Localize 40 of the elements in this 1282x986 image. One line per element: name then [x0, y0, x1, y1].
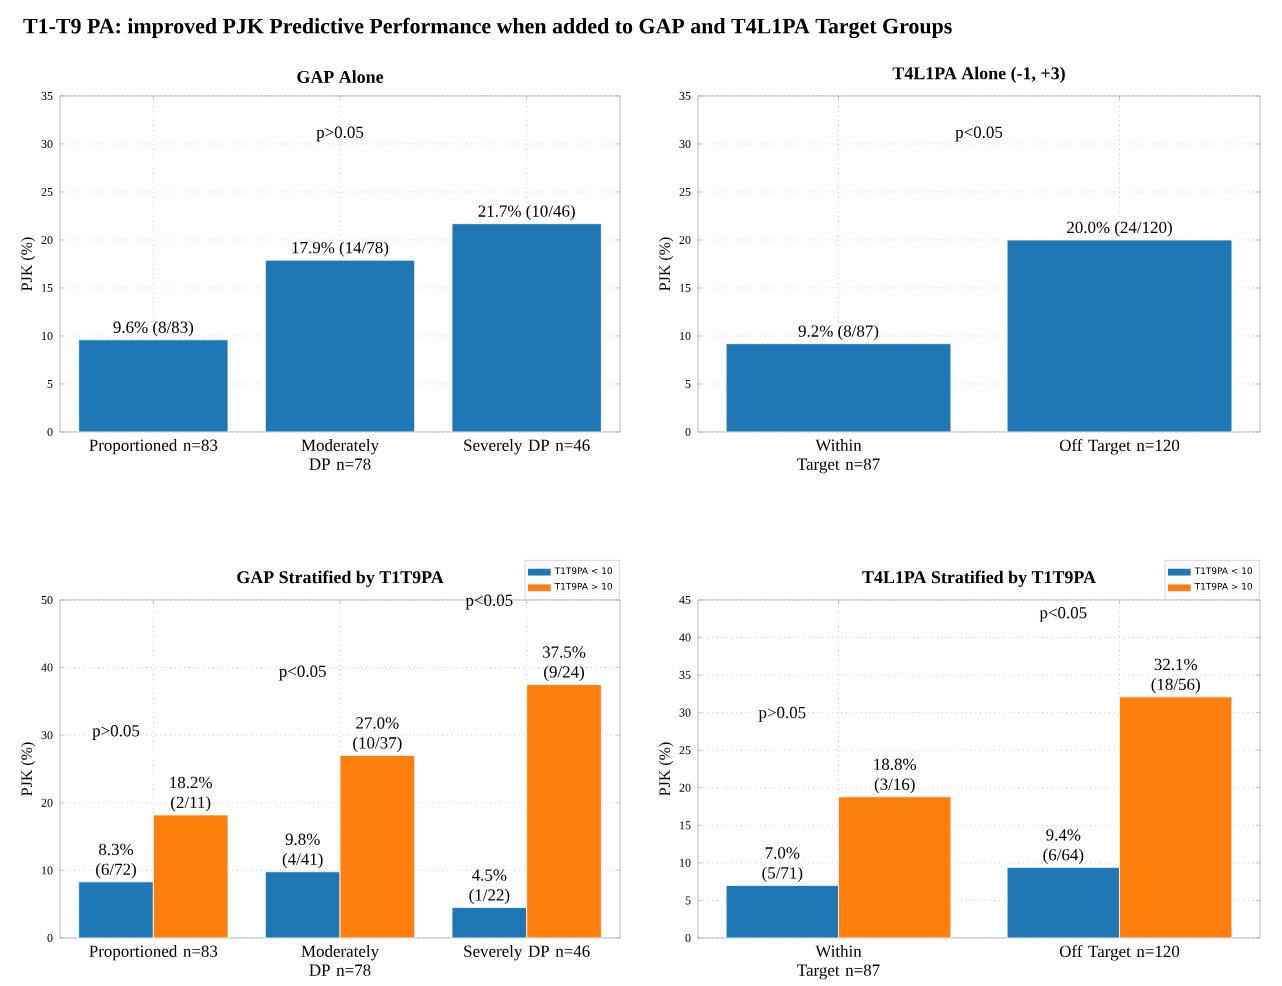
data-label: 9.8% (4/41): [282, 833, 323, 869]
bar: [78, 339, 229, 433]
data-label: 4.5% (1/22): [469, 869, 510, 905]
data-label: 9.2% (8/87): [798, 324, 879, 341]
chart-title: T4L1PA Stratified by T1T9PA: [862, 570, 1096, 587]
x-tick-label: Moderately DP n=78: [301, 945, 379, 976]
data-label: 17.9% (14/78): [292, 241, 389, 257]
data-label: 7.0% (5/71): [762, 847, 803, 882]
annotation: p<0.05: [279, 665, 326, 681]
annotation: p>0.05: [92, 725, 140, 740]
data-label: 9.6% (8/83): [113, 321, 194, 337]
text: T1-T9 PA: improved PJK Predictive Performance when added to GAP and T4L1PA Target Groups: [23, 17, 952, 39]
annotation: p<0.05: [1039, 606, 1087, 622]
bar: [264, 259, 416, 433]
x-tick-label: Moderately DP n=78: [301, 439, 379, 470]
chart-title: T4L1PA Alone (-1, +3): [892, 66, 1065, 83]
x-tick-label: Proportioned n=83: [89, 945, 218, 961]
annotation: p>0.05: [758, 706, 806, 722]
data-label: 18.2% (2/11): [170, 776, 212, 812]
data-label: 27.0% (10/37): [353, 717, 402, 753]
x-tick-label: Proportioned n=83: [89, 439, 218, 455]
x-tick-label: Within Target n=87: [797, 439, 880, 474]
x-tick-label: Off Target n=120: [1059, 439, 1180, 455]
x-tick-label: Off Target n=120: [1059, 945, 1180, 961]
x-tick-label: Severely DP n=46: [464, 945, 590, 961]
annotation: p>0.05: [316, 126, 364, 142]
bar: [451, 223, 602, 433]
data-label: 32.1% (18/56): [1151, 658, 1200, 694]
data-label: 9.4% (6/64): [1043, 829, 1084, 864]
annotation: p<0.05: [465, 594, 513, 610]
data-label: 21.7% (10/46): [478, 204, 575, 221]
x-tick-label: Within Target n=87: [797, 945, 880, 980]
data-label: 8.3% (6/72): [96, 843, 136, 879]
annotation: p<0.05: [955, 126, 1003, 142]
data-label: 18.8% (3/16): [874, 758, 917, 794]
x-tick-label: Severely DP n=46: [464, 439, 590, 455]
data-label: 37.5% (9/24): [542, 646, 586, 682]
chart-title: GAP Stratified by T1T9PA: [237, 570, 444, 587]
chart-title: GAP Alone: [297, 70, 384, 83]
data-label: 20.0% (24/120): [1067, 221, 1172, 237]
